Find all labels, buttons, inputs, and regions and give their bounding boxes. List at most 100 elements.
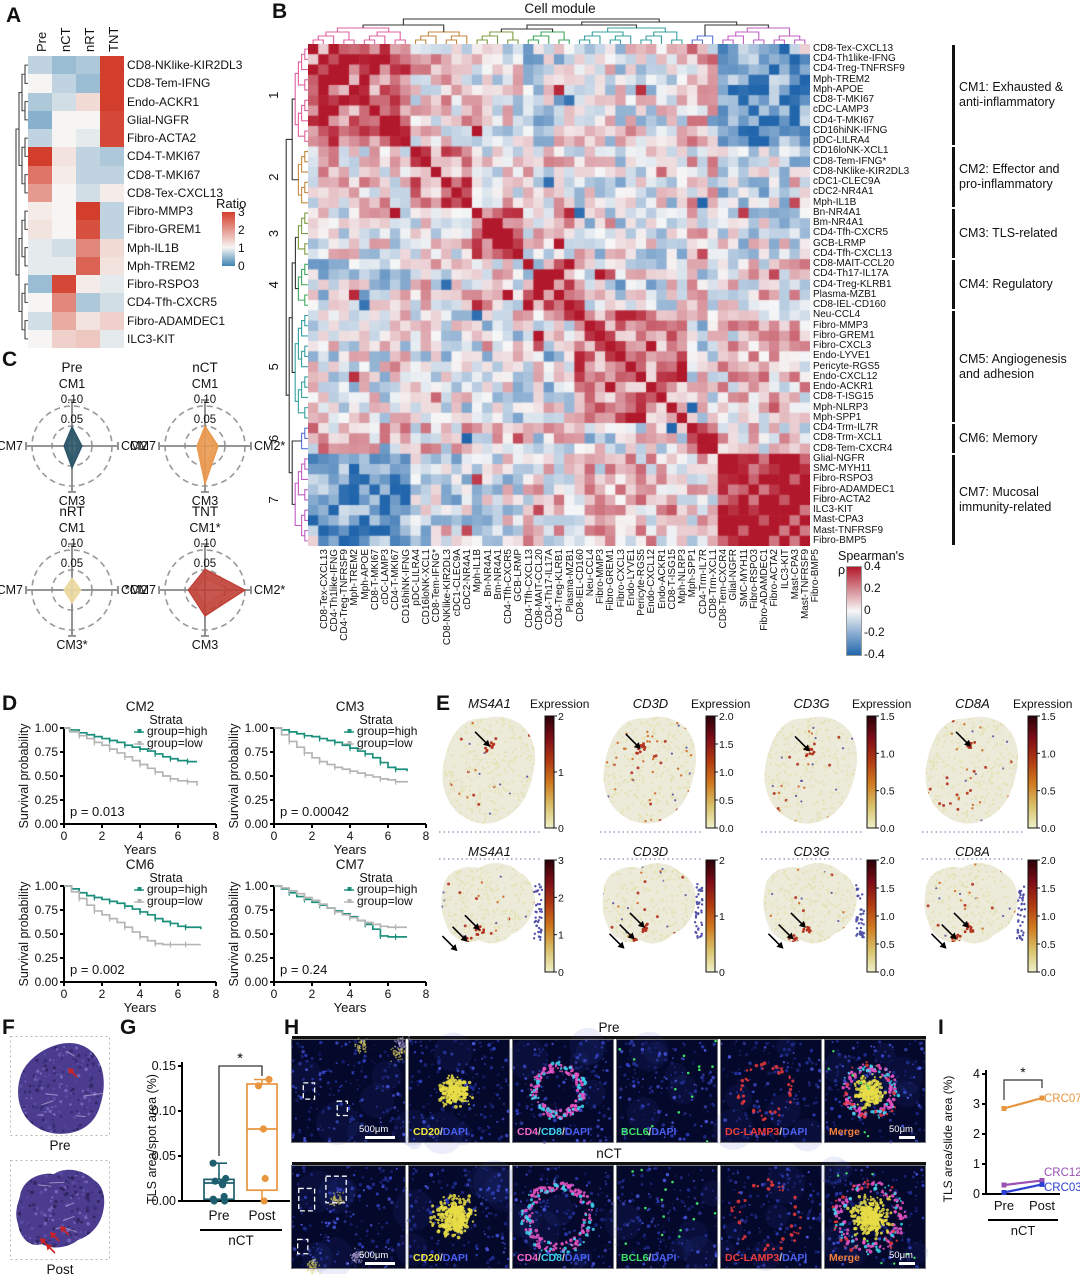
circle-el	[997, 725, 1000, 728]
circle-el	[958, 934, 962, 938]
circle-el	[623, 883, 626, 887]
circle-el	[462, 718, 465, 721]
text-el: 0.05	[194, 558, 216, 570]
circle-el	[994, 900, 997, 903]
circle-el	[811, 921, 814, 924]
path-el	[291, 262, 296, 374]
circle-el	[853, 752, 856, 756]
circle-el	[662, 795, 665, 798]
circle-el	[810, 968, 812, 970]
circle-el	[779, 764, 782, 767]
circle-el	[815, 856, 817, 858]
circle-el	[697, 906, 700, 909]
circle-el	[603, 814, 604, 818]
circle-el	[844, 778, 847, 781]
circle-el	[795, 818, 798, 821]
circle-el	[648, 956, 650, 958]
circle-el	[780, 886, 783, 889]
circle-el	[625, 959, 627, 961]
b-module-label: CM5: Angiogenesis	[959, 351, 1067, 366]
circle-el	[685, 915, 689, 918]
text-el: 1.0	[1041, 911, 1056, 923]
circle-el	[73, 1042, 78, 1044]
circle-el	[971, 803, 975, 807]
circle-el	[600, 772, 602, 774]
circle-el	[974, 772, 977, 776]
circle-el	[1017, 806, 1019, 809]
circle-el	[850, 937, 854, 941]
circle-el	[529, 759, 532, 762]
circle-el	[474, 856, 476, 858]
circle-el	[519, 737, 522, 740]
circle-el	[791, 827, 793, 829]
circle-el	[929, 744, 932, 747]
circle-el	[657, 810, 660, 813]
circle-el	[949, 804, 952, 807]
circle-el	[826, 863, 829, 864]
circle-el	[938, 881, 941, 885]
path-el	[304, 99, 308, 112]
a-heatmap-cell	[28, 275, 52, 294]
circle-el	[925, 755, 928, 758]
circle-el	[636, 901, 639, 905]
path-el	[304, 314, 308, 327]
circle-el	[774, 922, 777, 925]
circle-el	[761, 795, 763, 797]
circle-el	[452, 818, 456, 821]
circle-el	[524, 915, 527, 918]
circle-el	[613, 765, 616, 768]
circle-el	[616, 741, 619, 745]
circle-el	[469, 750, 472, 753]
circle-el	[971, 722, 975, 725]
circle-el	[766, 720, 769, 723]
circle-el	[480, 908, 483, 912]
circle-el	[836, 763, 839, 766]
circle-el	[614, 865, 618, 868]
circle-el	[56, 1079, 59, 1082]
circle-el	[75, 1080, 78, 1083]
circle-el	[1003, 768, 1006, 771]
circle-el	[924, 867, 927, 870]
circle-el	[38, 1080, 42, 1084]
circle-el	[634, 887, 637, 891]
circle-el	[760, 884, 762, 886]
circle-el	[508, 913, 512, 916]
circle-el	[835, 713, 837, 715]
rect-el	[137, 887, 142, 891]
circle-el	[1009, 813, 1012, 817]
circle-el	[939, 757, 942, 760]
circle-el	[809, 966, 811, 968]
circle-el	[758, 874, 760, 876]
circle-el	[19, 1050, 22, 1053]
circle-el	[931, 911, 934, 914]
circle-el	[859, 926, 863, 930]
circle-el	[535, 958, 537, 960]
circle-el	[623, 900, 626, 903]
circle-el	[526, 743, 529, 746]
circle-el	[50, 1039, 51, 1040]
circle-el	[770, 824, 772, 826]
circle-el	[849, 918, 853, 922]
path-el	[304, 345, 308, 358]
circle-el	[814, 892, 817, 895]
circle-el	[985, 918, 989, 921]
path-el	[24, 174, 28, 194]
circle-el	[861, 893, 864, 896]
text-el: Strata	[359, 871, 392, 885]
circle-el	[501, 794, 504, 797]
circle-el	[644, 819, 647, 823]
circle-el	[666, 803, 670, 806]
circle-el	[630, 916, 633, 919]
circle-el	[854, 794, 857, 797]
circle-el	[650, 753, 653, 757]
circle-el	[829, 865, 832, 868]
circle-el	[946, 948, 948, 950]
circle-el	[28, 1047, 30, 1050]
text-el: Years	[124, 842, 157, 857]
path-el	[304, 489, 308, 501]
e-map-1-1: 210	[600, 855, 725, 979]
circle-el	[32, 1102, 37, 1106]
circle-el	[513, 817, 516, 821]
circle-el	[1001, 926, 1004, 929]
b-row-label: Mph-SPP1	[813, 411, 862, 423]
